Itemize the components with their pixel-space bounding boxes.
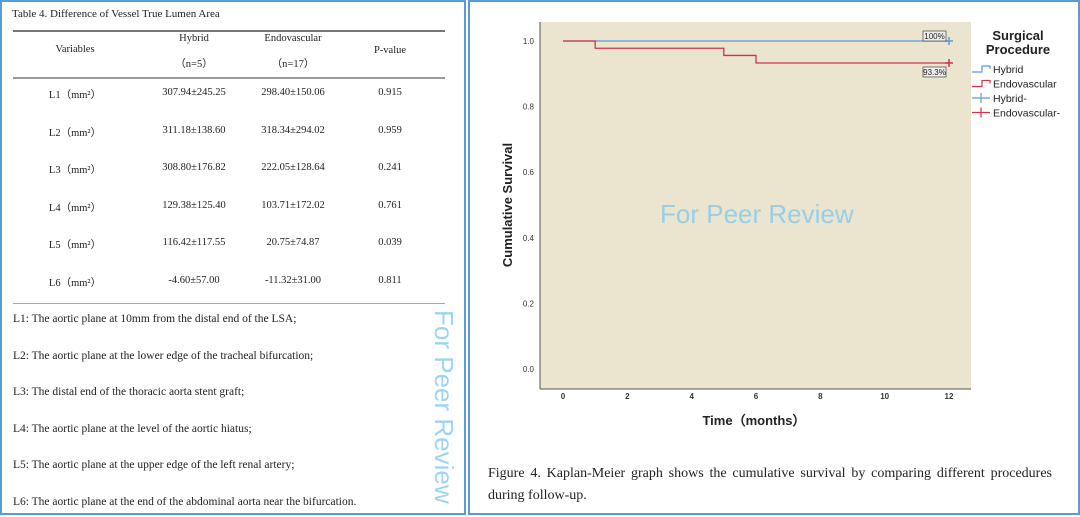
- y-tick-label: 0.4: [523, 234, 535, 243]
- table-cell-variable: L6（mm²）: [48, 278, 102, 289]
- table-cell-p: 0.039: [378, 237, 402, 248]
- legend-entry: Endovascular-: [993, 108, 1061, 120]
- end-label-box: [922, 66, 947, 78]
- legend-entry: Hybrid: [993, 64, 1024, 76]
- table-cell-p: 0.915: [378, 87, 402, 98]
- table-panel: Table 4. Difference of Vessel True Lumen…: [0, 0, 466, 515]
- x-tick-label: 12: [945, 392, 954, 401]
- table-cell-hybrid: 308.80±176.82: [162, 162, 226, 173]
- legend-title-line2: Procedure: [986, 42, 1050, 57]
- legend-entry: Endovascular: [993, 79, 1057, 91]
- header-hybrid-n: （n=5）: [175, 59, 213, 70]
- table-cell-hybrid: 307.94±245.25: [162, 87, 226, 98]
- table-cell-p: 0.761: [378, 200, 402, 211]
- table-note: L3: The distal end of the thoracic aorta…: [13, 386, 245, 398]
- table-cell-variable: L5（mm²）: [48, 240, 102, 251]
- table-note: L4: The aortic plane at the level of the…: [13, 422, 252, 435]
- header-endovascular-n: （n=17）: [271, 59, 315, 70]
- table-top-rule: [13, 30, 445, 32]
- y-tick-label: 1.0: [523, 37, 535, 46]
- plot-background: [540, 22, 971, 389]
- x-tick-label: 10: [880, 392, 889, 401]
- end-label-box: [922, 30, 947, 42]
- x-axis-label: Time（months）: [702, 413, 805, 428]
- table-cell-hybrid: 116.42±117.55: [162, 237, 226, 248]
- table-cell-variable: L2（mm²）: [48, 128, 102, 139]
- figure-caption: Figure 4. Kaplan-Meier graph shows the c…: [488, 466, 1052, 503]
- y-tick-label: 0.0: [523, 365, 535, 374]
- end-label: 100%: [924, 32, 944, 41]
- y-tick-label: 0.2: [523, 299, 535, 308]
- legend-step-icon: [972, 79, 991, 88]
- y-tick-label: 0.8: [523, 103, 535, 112]
- table-bottom-rule: [13, 303, 445, 304]
- table-cell-p: 0.959: [378, 125, 402, 136]
- table-cell-endovascular: 222.05±128.64: [261, 162, 325, 173]
- end-label: 93.3%: [923, 68, 946, 77]
- table-cell-variable: L4（mm²）: [48, 203, 102, 214]
- y-tick-label: 0.6: [523, 168, 535, 177]
- table-note: L2: The aortic plane at the lower edge o…: [13, 349, 314, 362]
- x-tick-label: 4: [689, 392, 694, 401]
- table-cell-variable: L3（mm²）: [48, 165, 102, 176]
- table-cell-endovascular: 318.34±294.02: [261, 125, 325, 136]
- y-axis-label: Cumulative Survival: [500, 143, 515, 267]
- x-tick-label: 6: [754, 392, 759, 401]
- table-cell-hybrid: -4.60±57.00: [168, 275, 220, 286]
- table-cell-p: 0.811: [378, 275, 402, 286]
- table-note: L1: The aortic plane at 10mm from the di…: [13, 313, 297, 325]
- table-note: L5: The aortic plane at the upper edge o…: [13, 459, 295, 471]
- table-cell-hybrid: 311.18±138.60: [162, 125, 226, 136]
- header-variables: Variables: [55, 44, 95, 55]
- header-p-value: P-value: [373, 45, 407, 56]
- header-hybrid: Hybrid: [179, 33, 209, 44]
- legend-entry: Hybrid-: [993, 93, 1027, 105]
- table-cell-endovascular: 103.71±172.02: [261, 200, 325, 211]
- table-title: Table 4. Difference of Vessel True Lumen…: [12, 8, 220, 20]
- table-cell-endovascular: -11.32±31.00: [264, 275, 322, 286]
- legend-title-line1: Surgical: [992, 28, 1043, 43]
- header-endovascular: Endovascular: [264, 33, 322, 44]
- table-note: L6: The aortic plane at the end of the a…: [13, 495, 357, 508]
- table-cell-hybrid: 129.38±125.40: [162, 200, 226, 211]
- x-tick-label: 2: [625, 392, 630, 401]
- watermark-right: For Peer Review: [660, 199, 854, 229]
- x-tick-label: 8: [818, 392, 823, 401]
- legend-step-icon: [972, 65, 991, 73]
- table-cell-p: 0.241: [378, 162, 402, 173]
- survival-line-endovascular: [563, 40, 949, 64]
- table-cell-variable: L1（mm²）: [48, 90, 102, 101]
- table-header-rule: [13, 77, 445, 79]
- x-tick-label: 0: [561, 392, 566, 401]
- table-cell-endovascular: 20.75±74.87: [266, 237, 320, 248]
- table-cell-endovascular: 298.40±150.06: [261, 87, 325, 98]
